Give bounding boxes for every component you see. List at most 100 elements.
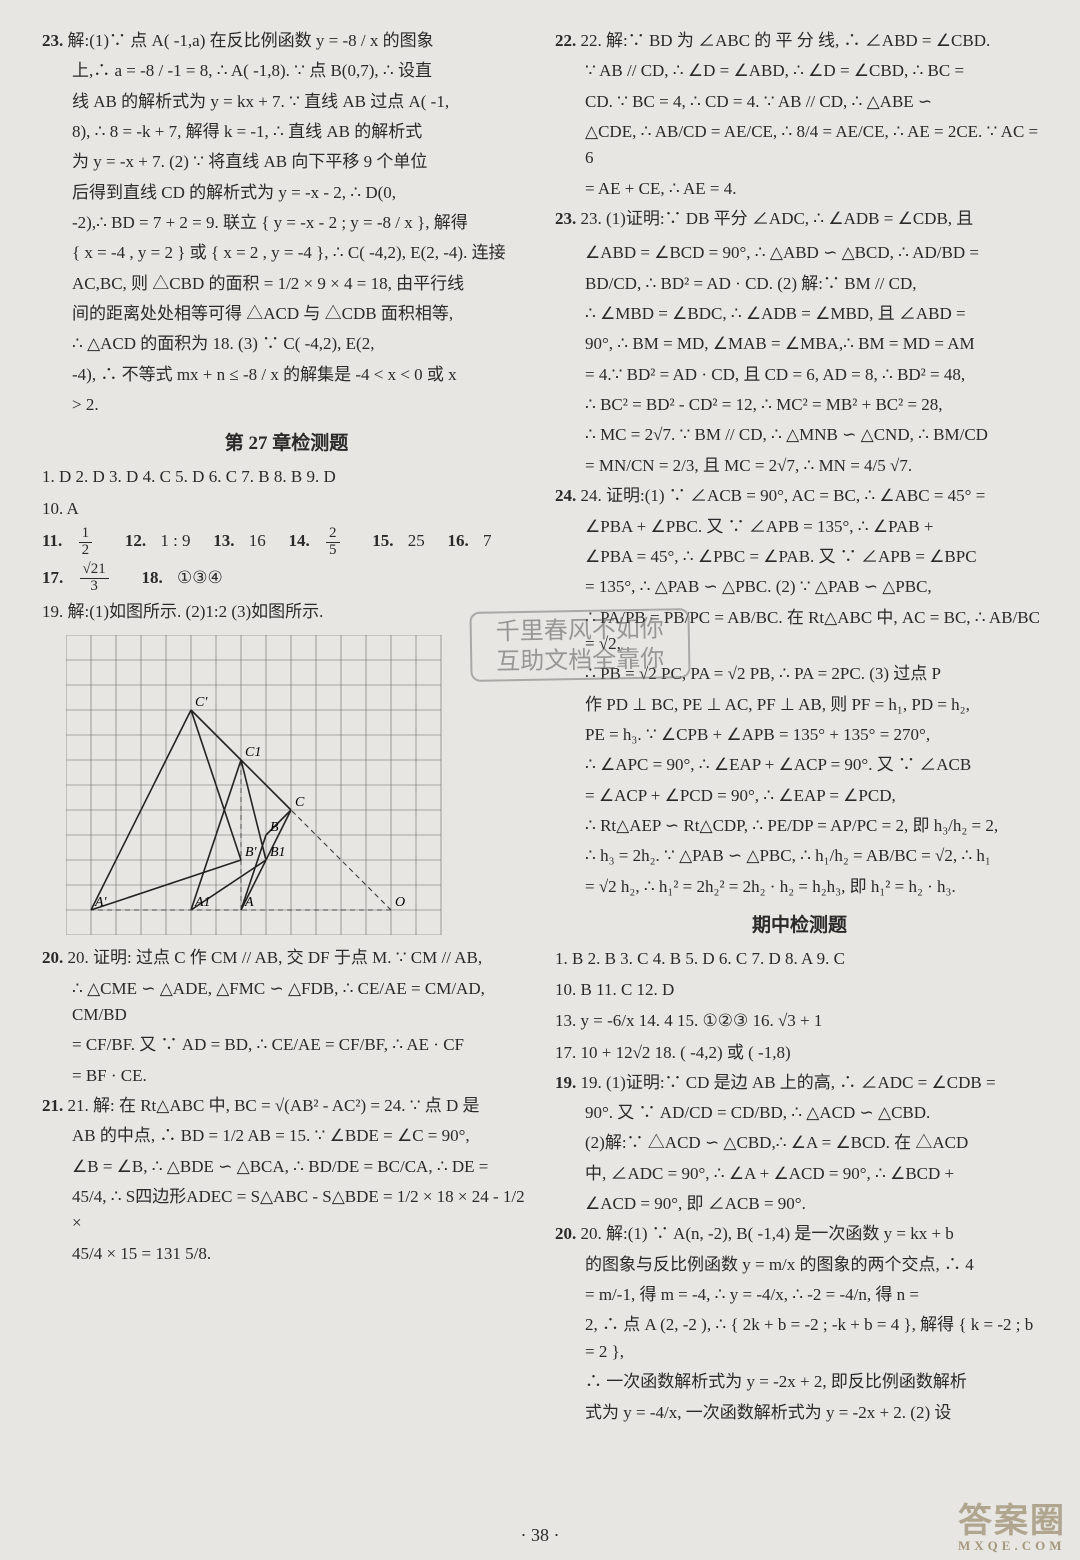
mid-mc-1: 10. B 11. C 12. D — [555, 976, 1044, 1003]
ch27-mc-1: 10. A — [42, 495, 531, 522]
r24-9: = ∠ACP + ∠PCD = 90°, ∴ ∠EAP = ∠PCD, — [555, 783, 1044, 809]
q21-1: AB 的中点, ∴ BD = 1/2 AB = 15. ∵ ∠BDE = ∠C … — [42, 1123, 531, 1149]
q23-text-4: 为 y = -x + 7. (2) ∵ 将直线 AB 向下平移 9 个单位 — [42, 149, 531, 175]
mid20-4: ∴ 一次函数解析式为 y = -2x + 2, 即反比例函数解析 — [555, 1369, 1044, 1395]
q20-2: = CF/BF. 又 ∵ AD = BD, ∴ CE/AE = CF/BF, ∴… — [42, 1032, 531, 1058]
r23-8: = MN/CN = 2/3, 且 MC = 2√7, ∴ MN = 4/5 √7… — [555, 453, 1044, 479]
q23-text-8: AC,BC, 则 △CBD 的面积 = 1/2 × 9 × 4 = 18, 由平… — [42, 271, 531, 297]
mid19-2: (2)解:∵ △ACD ∽ △CBD,∴ ∠A = ∠BCD. 在 △ACD — [555, 1130, 1044, 1156]
q23-text-1: 上,∴ a = -8 / -1 = 8, ∴ A( -1,8). ∵ 点 B(0… — [42, 58, 531, 84]
r23-3: ∴ ∠MBD = ∠BDC, ∴ ∠ADB = ∠MBD, 且 ∠ABD = — [555, 301, 1044, 327]
r22-0: 22. 22. 解:∵ BD 为 ∠ABC 的 平 分 线, ∴ ∠ABD = … — [555, 28, 1044, 54]
mid20-2: = m/-1, 得 m = -4, ∴ y = -4/x, ∴ -2 = -4/… — [555, 1282, 1044, 1308]
svg-text:C: C — [295, 795, 305, 810]
r22-2: CD. ∵ BC = 4, ∴ CD = 4. ∵ AB // CD, ∴ △A… — [555, 89, 1044, 115]
f14v: 25 — [326, 526, 350, 559]
svg-text:C1: C1 — [245, 745, 261, 760]
f18v: ①③④ — [177, 568, 223, 587]
watermark-main: 答案圈 — [958, 1503, 1066, 1540]
watermark: 答案圈 MXQE.COM — [944, 1487, 1080, 1560]
r24-0: 24. 24. 证明:(1) ∵ ∠ACB = 90°, AC = BC, ∴ … — [555, 483, 1044, 509]
q21-2: ∠B = ∠B, ∴ △BDE ∽ △BCA, ∴ BD/DE = BC/CA,… — [42, 1154, 531, 1180]
q19-intro: 19. 解:(1)如图所示. (2)1:2 (3)如图所示. — [42, 599, 531, 625]
r23-4: 90°, ∴ BM = MD, ∠MAB = ∠MBA,∴ BM = MD = … — [555, 331, 1044, 357]
r24-8: ∴ ∠APC = 90°, ∴ ∠EAP + ∠ACP = 90°. 又 ∵ ∠… — [555, 752, 1044, 778]
ch27-fill-row2: 17. √213 18. ①③④ — [42, 562, 531, 595]
r23-2: BD/CD, ∴ BD² = AD · CD. (2) 解:∵ BM // CD… — [555, 271, 1044, 297]
page-number: · 38 · — [0, 1525, 1080, 1546]
r24-1: ∠PBA + ∠PBC. 又 ∵ ∠APB = 135°, ∴ ∠PAB + — [555, 514, 1044, 540]
q23-text-5: 后得到直线 CD 的解析式为 y = -x - 2, ∴ D(0, — [42, 180, 531, 206]
mid20-1: 的图象与反比例函数 y = m/x 的图象的两个交点, ∴ 4 — [555, 1252, 1044, 1278]
q23-text-6: -2),∴ BD = 7 + 2 = 9. 联立 { y = -x - 2 ; … — [42, 210, 531, 236]
r23-6: ∴ BC² = BD² - CD² = 12, ∴ MC² = MB² + BC… — [555, 392, 1044, 418]
r23-1b: ∠ABD = ∠BCD = 90°, ∴ △ABD ∽ △BCD, ∴ AD/B… — [555, 240, 1044, 266]
r23-0: 23. 23. (1)证明:∵ DB 平分 ∠ADC, ∴ ∠ADB = ∠CD… — [555, 206, 1044, 232]
r24-4: ∴ PA/PB = PB/PC = AB/BC. 在 Rt△ABC 中, AC … — [555, 605, 1044, 658]
mid19-1: 90°. 又 ∵ AD/CD = CD/BD, ∴ △ACD ∽ △CBD. — [555, 1100, 1044, 1126]
mid19-0: 19. 19. (1)证明:∵ CD 是边 AB 上的高, ∴ ∠ADC = ∠… — [555, 1070, 1044, 1096]
f16n: 16. — [448, 531, 469, 550]
f13v: 16 — [249, 531, 266, 550]
f17n: 17. — [42, 568, 63, 587]
f13n: 13. — [213, 531, 234, 550]
q21-3: 45/4, ∴ S四边形ADEC = S△ABC - S△BDE = 1/2 ×… — [42, 1184, 531, 1237]
mid-fill: 13. y = -6/x 14. 4 15. ①②③ 16. √3 + 1 — [555, 1007, 1044, 1034]
r24-7: PE = h₃. ∵ ∠CPB + ∠APB = 135° + 135° = 2… — [555, 722, 1044, 748]
mid-mc-0: 1. B 2. B 3. C 4. B 5. D 6. C 7. D 8. A … — [555, 945, 1044, 972]
r24-12: = √2 h₂, ∴ h₁² = 2h₂² = 2h₂ · h₂ = h₂h₃,… — [555, 874, 1044, 900]
svg-text:B1: B1 — [270, 845, 286, 860]
r24-6: 作 PD ⊥ BC, PE ⊥ AC, PF ⊥ AB, 则 PF = h₁, … — [555, 692, 1044, 718]
q23-text-11: -4), ∴ 不等式 mx + n ≤ -8 / x 的解集是 -4 < x <… — [42, 362, 531, 388]
f15n: 15. — [372, 531, 393, 550]
ch27-mc-0: 1. D 2. D 3. D 4. C 5. D 6. C 7. B 8. B … — [42, 463, 531, 490]
q23-text-12: > 2. — [42, 392, 531, 418]
left-column: 23. 解:(1)∵ 点 A( -1,a) 在反比例函数 y = -8 / x … — [42, 28, 531, 1520]
svg-text:A: A — [244, 895, 254, 910]
r23-7: ∴ MC = 2√7. ∵ BM // CD, ∴ △MNB ∽ △CND, ∴… — [555, 422, 1044, 448]
f16v: 7 — [483, 531, 492, 550]
svg-text:B': B' — [245, 845, 258, 860]
r24-5: ∴ PB = √2 PC, PA = √2 PB, ∴ PA = 2PC. (3… — [555, 661, 1044, 687]
mid-fill2: 17. 10 + 12√2 18. ( -4,2) 或 ( -1,8) — [555, 1039, 1044, 1066]
right-column: 22. 22. 解:∵ BD 为 ∠ABC 的 平 分 线, ∴ ∠ABD = … — [555, 28, 1044, 1520]
r24-11: ∴ h₃ = 2h₂. ∵ △PAB ∽ △PBC, ∴ h₁/h₂ = AB/… — [555, 843, 1044, 869]
q23-text-3: 8), ∴ 8 = -k + 7, 解得 k = -1, ∴ 直线 AB 的解析… — [42, 119, 531, 145]
svg-text:A': A' — [94, 895, 108, 910]
midterm-title: 期中检测题 — [555, 910, 1044, 937]
f15v: 25 — [408, 531, 425, 550]
q23-text-0: 解:(1)∵ 点 A( -1,a) 在反比例函数 y = -8 / x 的图象 — [68, 31, 434, 50]
ch27-fill-row1: 11. 12 12. 1 : 9 13. 16 14. 25 15. 25 16… — [42, 526, 531, 559]
mid19-3: 中, ∠ADC = 90°, ∴ ∠A + ∠ACD = 90°, ∴ ∠BCD… — [555, 1161, 1044, 1187]
f17v: √213 — [80, 562, 119, 595]
svg-text:B: B — [270, 820, 279, 835]
q20-0: 20. 20. 证明: 过点 C 作 CM // AB, 交 DF 于点 M. … — [42, 945, 531, 971]
q23-text-2: 线 AB 的解析式为 y = kx + 7. ∵ 直线 AB 过点 A( -1, — [42, 89, 531, 115]
q20-3: = BF · CE. — [42, 1063, 531, 1089]
r22-1: ∵ AB // CD, ∴ ∠D = ∠ABD, ∴ ∠D = ∠CBD, ∴ … — [555, 58, 1044, 84]
q23-num: 23. — [42, 31, 63, 50]
grid-svg: A'A1AOB'B1BCC1C' — [66, 635, 446, 935]
f11v: 12 — [79, 526, 103, 559]
f14n: 14. — [289, 531, 310, 550]
mid20-0: 20. 20. 解:(1) ∵ A(n, -2), B( -1,4) 是一次函数… — [555, 1221, 1044, 1247]
r24-10: ∴ Rt△AEP ∽ Rt△CDP, ∴ PE/DP = AP/PC = 2, … — [555, 813, 1044, 839]
mid19-4: ∠ACD = 90°, 即 ∠ACB = 90°. — [555, 1191, 1044, 1217]
svg-text:O: O — [395, 895, 405, 910]
r24-3: = 135°, ∴ △PAB ∽ △PBC. (2) ∵ △PAB ∽ △PBC… — [555, 574, 1044, 600]
page: 23. 解:(1)∵ 点 A( -1,a) 在反比例函数 y = -8 / x … — [0, 0, 1080, 1560]
mid20-5: 式为 y = -4/x, 一次函数解析式为 y = -2x + 2. (2) 设 — [555, 1400, 1044, 1426]
q23-line: 23. 解:(1)∵ 点 A( -1,a) 在反比例函数 y = -8 / x … — [42, 28, 531, 54]
svg-text:A1: A1 — [194, 895, 211, 910]
r22-4: = AE + CE, ∴ AE = 4. — [555, 176, 1044, 202]
f11n: 11. — [42, 531, 62, 550]
q21-0: 21. 21. 解: 在 Rt△ABC 中, BC = √(AB² - AC²)… — [42, 1093, 531, 1119]
f18n: 18. — [141, 568, 162, 587]
watermark-sub: MXQE.COM — [958, 1538, 1066, 1554]
mid20-3: 2, ∴ 点 A (2, -2 ), ∴ { 2k + b = -2 ; -k … — [555, 1312, 1044, 1365]
f12n: 12. — [125, 531, 146, 550]
r24-2: ∠PBA = 45°, ∴ ∠PBC = ∠PAB. 又 ∵ ∠APB = ∠B… — [555, 544, 1044, 570]
chapter-27-title: 第 27 章检测题 — [42, 428, 531, 455]
f12v: 1 : 9 — [160, 531, 190, 550]
q23-text-10: ∴ △ACD 的面积为 18. (3) ∵ C( -4,2), E(2, — [42, 331, 531, 357]
